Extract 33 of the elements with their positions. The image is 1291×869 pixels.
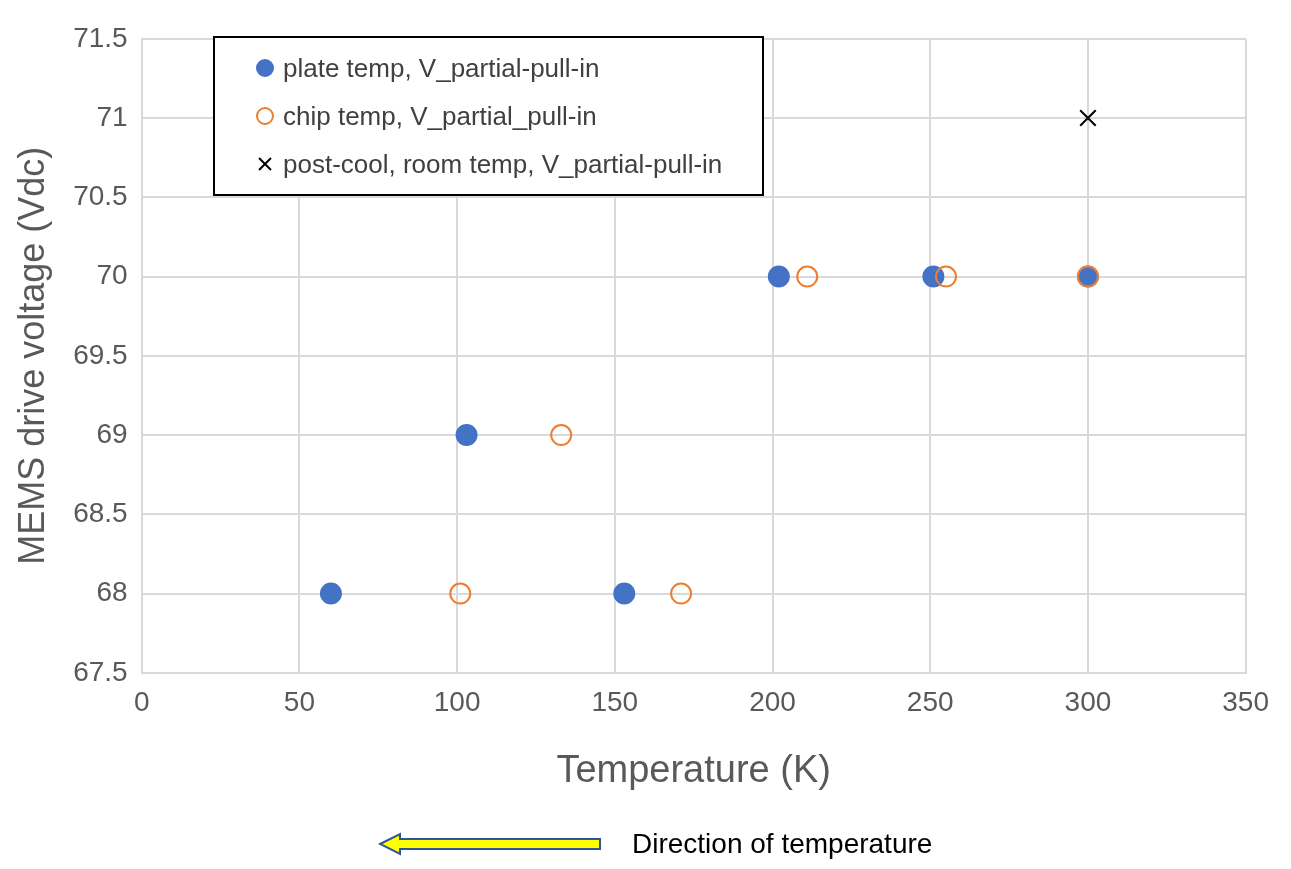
y-tick-label: 67.5 bbox=[73, 655, 128, 687]
legend-label: chip temp, V_partial_pull-in bbox=[283, 100, 597, 132]
legend-label: post-cool, room temp, V_partial-pull-in bbox=[283, 148, 723, 180]
x-tick-label: 250 bbox=[906, 686, 954, 718]
y-tick-label: 68.5 bbox=[73, 497, 128, 529]
x-tick-label: 300 bbox=[1064, 686, 1112, 718]
y-tick-label: 71 bbox=[96, 100, 128, 132]
point bbox=[613, 582, 636, 605]
point bbox=[550, 424, 573, 447]
x-tick-label: 150 bbox=[591, 686, 639, 718]
point bbox=[670, 582, 693, 605]
point bbox=[449, 582, 472, 605]
y-tick-label: 70.5 bbox=[73, 180, 128, 212]
x-tick-label: 200 bbox=[749, 686, 796, 718]
y-tick-label: 69.5 bbox=[73, 338, 128, 370]
legend-label: plate temp, V_partial-pull-in bbox=[283, 52, 600, 84]
x-tick-label: 350 bbox=[1222, 686, 1269, 718]
point bbox=[455, 424, 478, 447]
text: Direction of temperature bbox=[632, 828, 933, 860]
point bbox=[319, 582, 342, 605]
y-tick-label: 70 bbox=[96, 259, 128, 291]
x-tick-label: 50 bbox=[283, 686, 315, 718]
point bbox=[767, 265, 790, 288]
point bbox=[796, 265, 819, 288]
y-axis-title: MEMS drive voltage (Vdc) bbox=[10, 146, 52, 565]
y-tick-label: 71.5 bbox=[73, 21, 128, 53]
point bbox=[1079, 109, 1097, 127]
x-tick-label: 100 bbox=[433, 686, 481, 718]
x-tick-label: 0 bbox=[133, 686, 150, 718]
y-tick-label: 69 bbox=[96, 417, 128, 449]
x-axis-title: Temperature (K) bbox=[556, 747, 831, 790]
point bbox=[935, 265, 957, 288]
y-tick-label: 68 bbox=[96, 576, 128, 608]
